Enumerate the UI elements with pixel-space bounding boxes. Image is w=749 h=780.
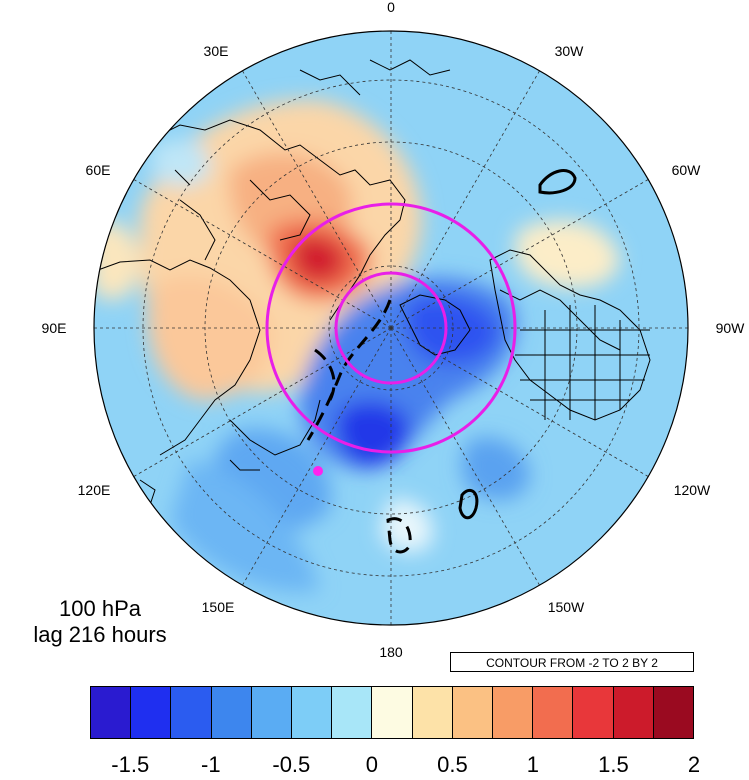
colorbar-swatch [412,687,453,738]
colorbar-tick-label: 0.5 [437,752,468,777]
colorbar-tick-label: 1.5 [598,752,629,777]
coastlines [97,59,651,506]
colorbar [90,686,694,739]
lon-label-30w: 30W [555,43,585,59]
colorbar-tick-label: 2 [687,752,701,777]
colorbar-swatch [292,687,333,738]
contour-info-box: CONTOUR FROM -2 TO 2 BY 2 [450,652,694,672]
lon-label-150e: 150E [202,599,235,615]
magenta-dot [313,466,323,476]
colorbar-swatch [573,687,614,738]
lon-label-90e: 90E [42,320,67,336]
longitude-labels: 0 30W 60W 90W 120W 150W 180 150E 120E 90… [42,0,746,660]
graticule [94,31,688,625]
lon-label-0: 0 [387,0,395,15]
lag-label: lag 216 hours [33,622,167,647]
colorbar-tick-label: 0 [365,752,378,777]
map-border [93,30,689,626]
outer-magenta-circle [265,202,517,454]
lon-label-90w: 90W [716,320,746,336]
pressure-level-label: 100 hPa [59,596,141,621]
lon-label-180: 180 [379,644,403,660]
colorbar-swatch [613,687,654,738]
anomaly-field [94,31,688,625]
colorbar-swatch [171,687,212,738]
lon-label-120e: 120E [78,482,111,498]
lon-label-120w: 120W [674,482,711,498]
colorbar-tick-label: 1 [526,752,540,777]
colorbar-swatch [533,687,574,738]
lon-label-60e: 60E [86,162,111,178]
colorbar-swatch [131,687,172,738]
colorbar-tick-label: -1 [201,752,221,777]
colorbar-tick-labels: -1.5 -1 -0.5 0 0.5 1 1.5 2 [90,752,700,780]
colorbar-swatch [452,687,494,738]
colorbar-swatch [251,687,293,738]
inner-magenta-circle [334,271,448,385]
black-contours [306,169,577,554]
colorbar-tick-label: -0.5 [272,752,311,777]
magenta-circles [265,202,517,454]
colorbar-swatch [372,687,413,738]
lon-label-150w: 150W [548,599,585,615]
colorbar-swatch [211,687,252,738]
colorbar-swatch [332,687,373,738]
colorbar-tick-label: -1.5 [111,752,150,777]
colorbar-swatch [493,687,534,738]
lon-label-60w: 60W [672,162,702,178]
colorbar-swatch [91,687,132,738]
colorbar-swatch [653,687,694,738]
lon-label-30e: 30E [204,43,229,59]
